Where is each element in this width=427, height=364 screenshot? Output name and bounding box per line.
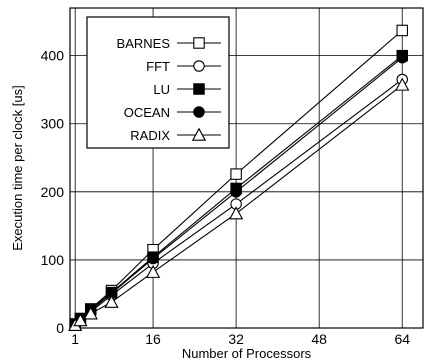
legend-marker-fft bbox=[193, 60, 205, 72]
y-tick-label: 100 bbox=[41, 252, 65, 268]
legend-label-barnes: BARNES bbox=[117, 36, 171, 51]
data-point-radix bbox=[228, 206, 244, 220]
legend-marker-lu bbox=[193, 83, 205, 95]
data-point-barnes bbox=[230, 168, 242, 180]
data-point-radix bbox=[83, 306, 98, 320]
data-point-radix bbox=[395, 77, 410, 91]
data-point-ocean bbox=[396, 51, 408, 64]
legend-label-lu: LU bbox=[153, 82, 170, 97]
legend-marker-barnes bbox=[193, 37, 205, 49]
legend-label-radix: RADIX bbox=[130, 128, 170, 143]
data-point-ocean bbox=[147, 252, 159, 265]
y-tick-label: 200 bbox=[41, 184, 65, 200]
legend-marker-ocean bbox=[193, 106, 205, 118]
data-point-radix bbox=[145, 264, 161, 278]
x-tick-label: 64 bbox=[394, 331, 410, 347]
y-tick-label: 400 bbox=[41, 48, 65, 64]
series-group bbox=[68, 24, 410, 332]
series-radix bbox=[68, 77, 410, 332]
x-tick-label: 16 bbox=[145, 331, 161, 347]
y-axis-label: Execution time per clock [us] bbox=[10, 85, 25, 250]
x-tick-label: 1 bbox=[71, 331, 79, 347]
data-point-barnes bbox=[396, 24, 408, 37]
legend-marker-radix bbox=[191, 127, 207, 141]
legend: BARNES FFT LU OCEAN RADIX bbox=[86, 16, 230, 149]
legend-label-fft: FFT bbox=[146, 59, 170, 74]
legend-box bbox=[86, 16, 230, 149]
data-point-ocean bbox=[230, 186, 242, 198]
data-point-radix bbox=[73, 313, 88, 327]
x-tick-label: 48 bbox=[311, 331, 327, 347]
ticks-group: 1 16 32 48 64 0 100 200 300 400 bbox=[41, 48, 411, 347]
y-tick-label: 300 bbox=[41, 116, 65, 132]
y-tick-label: 0 bbox=[56, 320, 64, 336]
data-point-radix bbox=[104, 294, 119, 308]
x-tick-label: 32 bbox=[228, 331, 244, 347]
legend-label-ocean: OCEAN bbox=[124, 105, 170, 120]
x-axis-label: Number of Processors bbox=[182, 346, 312, 361]
